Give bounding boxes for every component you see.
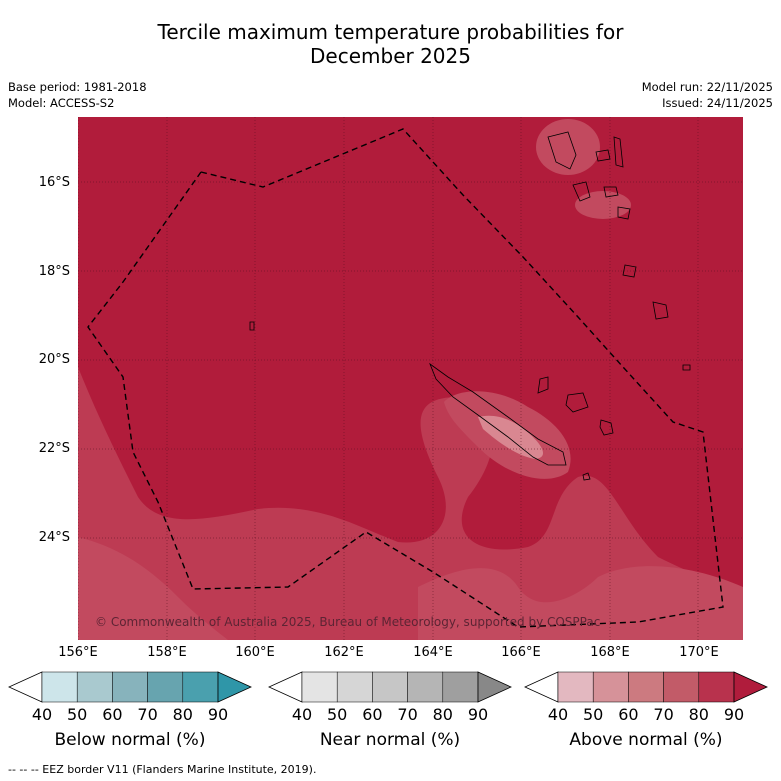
solomon-south <box>249 321 255 331</box>
lon-label-158e: 158°E <box>147 645 187 660</box>
loyalty-island-2 <box>565 392 589 413</box>
colorbar-segment <box>663 671 700 703</box>
colorbar-tick-label: 70 <box>137 705 158 724</box>
lat-label-16s: 16°S <box>38 175 70 190</box>
map-canvas: © Commonwealth of Australia 2025, Bureau… <box>78 117 743 640</box>
colorbar-tick-label: 50 <box>583 705 604 724</box>
lon-label-170e: 170°E <box>679 645 719 660</box>
coastlines <box>249 131 691 481</box>
vanuatu-efate <box>622 264 637 278</box>
colorbar-segment <box>372 671 408 703</box>
colorbar-segment <box>147 671 184 703</box>
colorbar-segment <box>628 671 664 703</box>
lon-label-164e: 164°E <box>413 645 453 660</box>
colorbar-above-title: Above normal (%) <box>569 730 723 750</box>
eez-border <box>87 128 724 628</box>
colorbar-tick-label: 60 <box>362 705 383 724</box>
colorbar-segment <box>76 671 113 703</box>
isle-of-pines-coast <box>582 472 591 481</box>
colorbar-tick-label: 80 <box>172 705 193 724</box>
colorbar-tick-label: 80 <box>432 705 453 724</box>
lat-label-18s: 18°S <box>38 264 70 279</box>
prob-region-south-lighter <box>78 537 228 640</box>
title-line-2: December 2025 <box>310 44 471 68</box>
vanuatu-espiritu <box>547 131 577 170</box>
base-period: Base period: 1981-2018 <box>8 80 147 94</box>
meta-left: Base period: 1981-2018 Model: ACCESS-S2 <box>8 79 147 111</box>
grid-lines <box>78 117 743 640</box>
lon-label-156e: 156°E <box>58 645 98 660</box>
colorbar-tick-label: 70 <box>653 705 674 724</box>
lon-label-166e: 166°E <box>501 645 541 660</box>
colorbar-below-title: Below normal (%) <box>54 730 206 750</box>
copyright-text: © Commonwealth of Australia 2025, Bureau… <box>95 615 600 629</box>
lon-label-168e: 168°E <box>590 645 630 660</box>
lat-label-20s: 20°S <box>38 352 70 367</box>
vanuatu-chain-1 <box>613 136 624 168</box>
lon-label-160e: 160°E <box>235 645 275 660</box>
colorbar-extend-high <box>477 671 512 703</box>
colorbar-segment <box>592 671 629 703</box>
vanuatu-chain-4 <box>617 206 631 220</box>
colorbar-extend-low <box>268 671 303 703</box>
vanuatu-tanna <box>652 301 669 320</box>
colorbar-segment <box>698 671 735 703</box>
issued-date: Issued: 24/11/2025 <box>662 96 773 110</box>
meta-right: Model run: 22/11/2025 Issued: 24/11/2025 <box>642 79 773 111</box>
lon-label-162e: 162°E <box>324 645 364 660</box>
colorbar-segment <box>442 671 479 703</box>
colorbar-tick-label: 70 <box>397 705 418 724</box>
colorbar-tick-label: 60 <box>618 705 639 724</box>
colorbar-tick-label: 40 <box>31 705 53 724</box>
colorbar-tick-label: 50 <box>67 705 88 724</box>
colorbar-segment <box>336 671 373 703</box>
prob-region-southwest <box>78 367 743 640</box>
colorbar-segment <box>182 671 219 703</box>
colorbar-tick-label: 90 <box>467 705 489 724</box>
colorbar-segment <box>41 671 78 703</box>
colorbar-segment <box>301 671 338 703</box>
chart-title: Tercile maximum temperature probabilitie… <box>0 20 781 68</box>
colorbar-tick-label: 80 <box>688 705 709 724</box>
vanuatu-malekula <box>572 181 591 202</box>
lat-label-22s: 22°S <box>38 441 70 456</box>
colorbar-near <box>268 671 512 703</box>
colorbar-tick-label: 90 <box>723 705 745 724</box>
model-name: Model: ACCESS-S2 <box>8 96 115 110</box>
colorbar-tick-label: 90 <box>207 705 229 724</box>
colorbar-segment <box>557 671 594 703</box>
loyalty-island-1 <box>537 376 549 394</box>
colorbar-tick-label: 40 <box>291 705 313 724</box>
prob-region-vanuatu <box>536 119 600 175</box>
colorbar-below <box>8 671 252 703</box>
vanuatu-chain-2 <box>595 149 611 162</box>
new-caledonia-coast <box>429 362 567 466</box>
model-run: Model run: 22/11/2025 <box>641 80 773 94</box>
colorbar-tick-label: 60 <box>102 705 123 724</box>
colorbar-above <box>524 671 768 703</box>
vanuatu-chain-3 <box>603 186 619 198</box>
colorbar-extend-high <box>733 671 768 703</box>
colorbar-extend-low <box>524 671 559 703</box>
lat-label-24s: 24°S <box>38 530 70 545</box>
matthew-hunter <box>682 364 691 371</box>
eez-legend-note: -- -- -- EEZ border V11 (Flanders Marine… <box>8 763 317 776</box>
colorbar-near-title: Near normal (%) <box>319 730 461 750</box>
colorbar-tick-label: 40 <box>547 705 569 724</box>
prob-region-vanuatu-2 <box>575 191 631 219</box>
colorbar-tick-label: 50 <box>327 705 348 724</box>
title-line-1: Tercile maximum temperature probabilitie… <box>157 20 624 44</box>
colorbar-segment <box>112 671 148 703</box>
colorbar-extend-low <box>8 671 43 703</box>
colorbar-segment <box>407 671 444 703</box>
loyalty-island-3 <box>599 419 614 436</box>
prob-region-se-lighter <box>418 566 743 640</box>
colorbar-extend-high <box>217 671 252 703</box>
